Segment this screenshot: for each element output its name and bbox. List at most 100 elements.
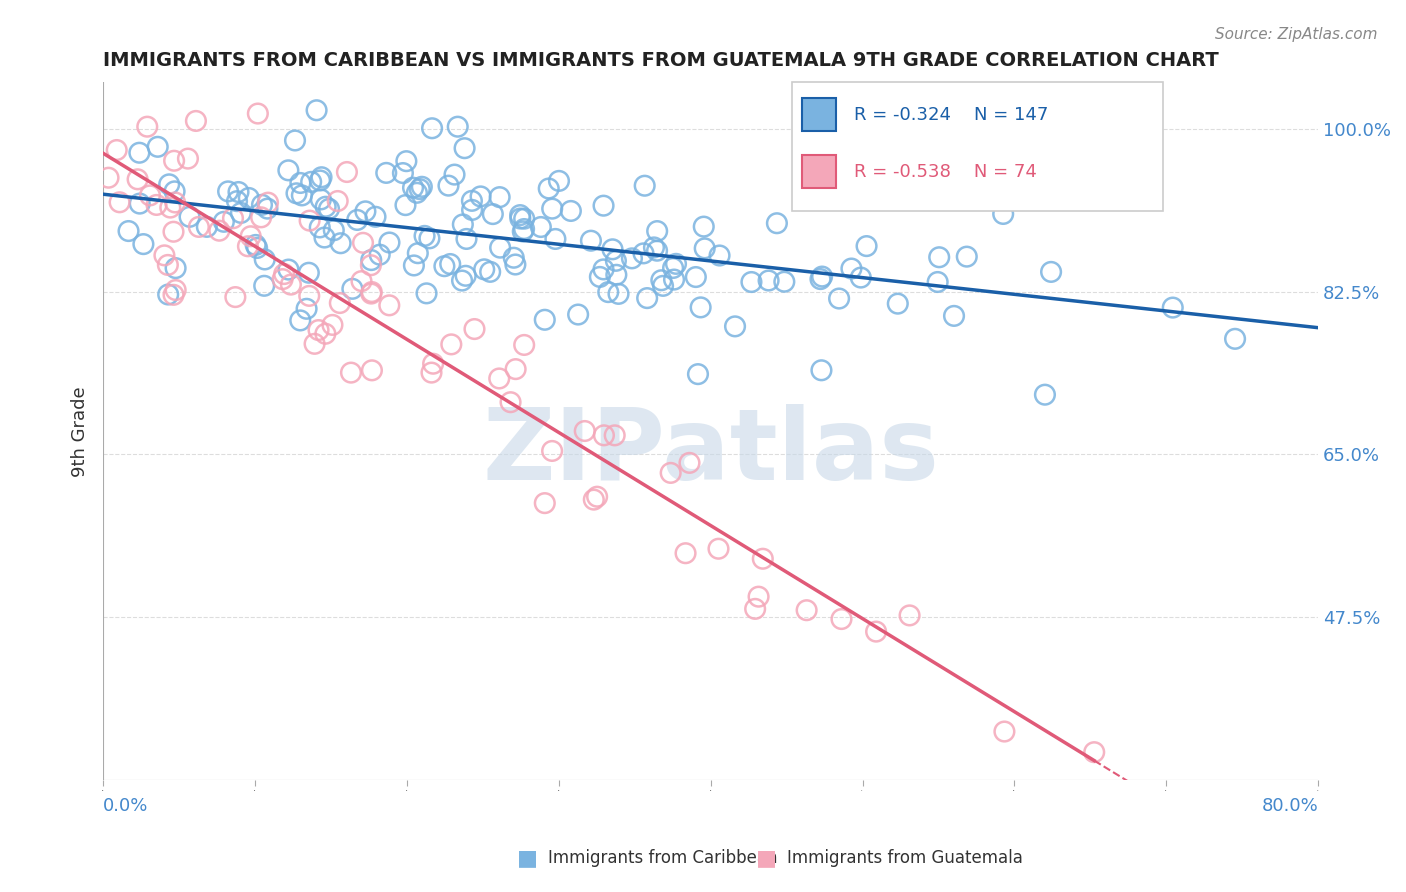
Point (453, 141, 475, 155)
Point (346, 213, 368, 227)
Point (662, 272, 685, 286)
Point (304, 336, 326, 351)
FancyBboxPatch shape (801, 155, 835, 188)
Point (582, 492, 605, 507)
Point (567, 308, 589, 322)
Point (489, 241, 512, 255)
Point (433, 259, 456, 273)
Point (420, 121, 443, 136)
Point (224, 290, 246, 304)
Point (451, 218, 474, 232)
Point (502, 251, 524, 265)
Point (607, 286, 630, 301)
Point (322, 223, 344, 237)
Point (855, 239, 877, 253)
Point (340, 366, 363, 380)
Point (246, 241, 269, 255)
Point (163, 185, 186, 199)
Point (132, 237, 155, 252)
Point (766, 216, 789, 230)
Point (354, 204, 377, 219)
Point (273, 267, 295, 281)
Point (228, 185, 250, 199)
Point (146, 140, 169, 154)
Text: Source: ZipAtlas.com: Source: ZipAtlas.com (1215, 27, 1378, 42)
Point (537, 181, 560, 195)
Point (226, 194, 249, 208)
Point (256, 202, 278, 216)
Point (652, 278, 675, 293)
Point (326, 194, 349, 208)
Point (378, 298, 401, 312)
Point (153, 248, 176, 262)
Point (246, 106, 269, 120)
Point (212, 215, 235, 229)
Point (290, 176, 312, 190)
Point (250, 211, 273, 225)
Point (187, 219, 209, 234)
Point (443, 168, 465, 182)
Point (579, 234, 602, 248)
Point (375, 166, 398, 180)
Point (675, 546, 697, 560)
Point (350, 274, 373, 288)
Point (309, 193, 332, 207)
Point (291, 188, 314, 202)
Point (456, 232, 478, 246)
Point (309, 173, 332, 187)
Point (128, 196, 150, 211)
Point (145, 198, 167, 212)
Point (643, 240, 665, 254)
Point (314, 230, 336, 244)
Point (593, 428, 616, 442)
Point (645, 244, 668, 258)
Point (509, 208, 531, 222)
Point (548, 174, 571, 188)
Point (605, 253, 627, 268)
Point (352, 235, 374, 250)
Point (257, 195, 280, 210)
Point (810, 363, 832, 377)
Point (440, 337, 463, 351)
Point (488, 190, 510, 204)
Point (602, 243, 624, 257)
Point (280, 277, 302, 292)
Point (329, 236, 352, 251)
Point (217, 185, 239, 199)
Point (253, 252, 276, 267)
Point (395, 154, 418, 169)
Point (321, 318, 343, 332)
Point (598, 285, 620, 299)
Point (418, 231, 440, 245)
Point (574, 424, 596, 438)
Point (662, 260, 685, 275)
Point (360, 286, 382, 301)
Point (589, 269, 612, 284)
Point (865, 624, 887, 639)
Point (245, 238, 267, 252)
FancyBboxPatch shape (792, 82, 1163, 211)
Point (505, 258, 527, 272)
Point (810, 272, 832, 286)
Point (315, 200, 337, 214)
Point (250, 198, 273, 212)
Point (849, 270, 872, 285)
Point (1223, 332, 1246, 346)
Point (208, 224, 231, 238)
Point (290, 313, 312, 327)
Text: R = -0.538    N = 74: R = -0.538 N = 74 (853, 163, 1036, 181)
Point (659, 466, 682, 480)
Point (499, 395, 522, 409)
Point (305, 103, 328, 118)
Point (420, 366, 443, 380)
Point (437, 178, 460, 193)
Point (530, 219, 553, 234)
Point (665, 257, 688, 271)
Point (402, 180, 425, 194)
Point (512, 224, 534, 238)
Point (277, 262, 299, 277)
Point (620, 252, 643, 266)
Point (447, 120, 470, 134)
Point (758, 273, 780, 287)
Point (139, 188, 162, 202)
